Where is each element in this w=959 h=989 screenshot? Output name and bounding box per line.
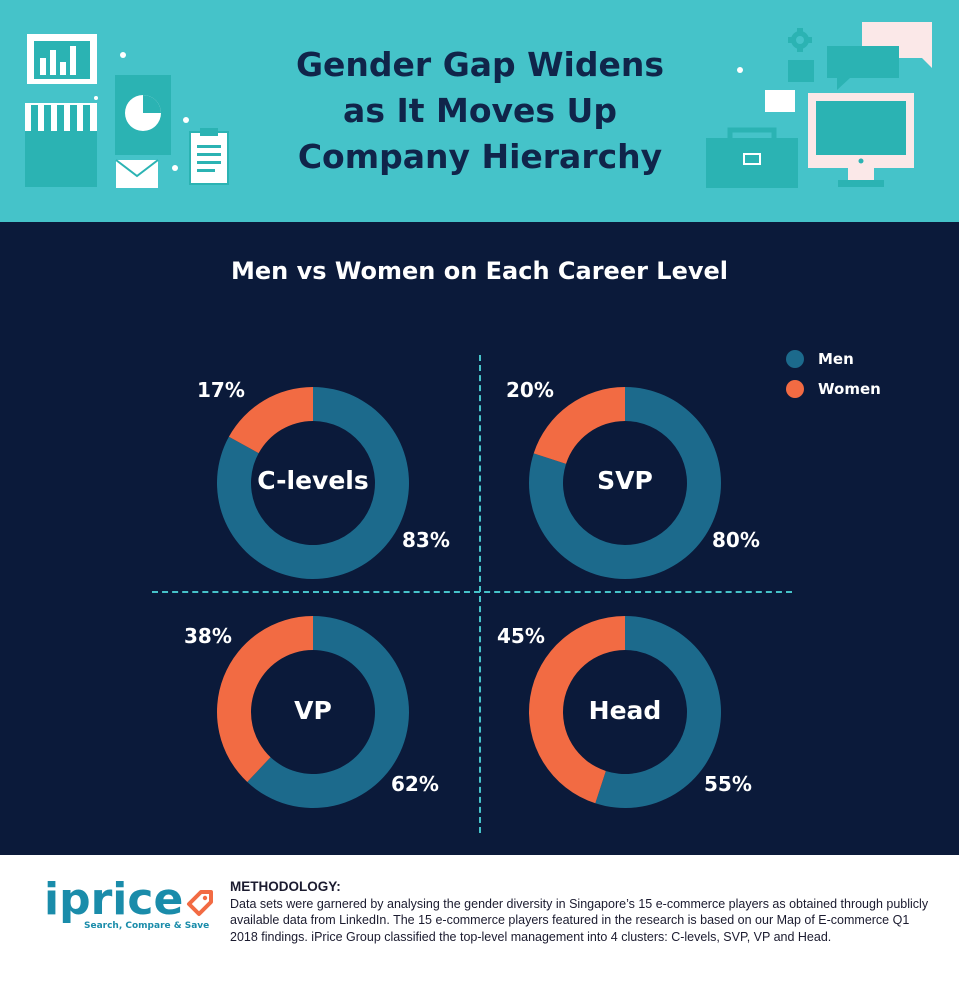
legend-swatch-men xyxy=(786,350,804,368)
men-pct-label: 83% xyxy=(402,528,450,552)
men-pct-label: 55% xyxy=(704,772,752,796)
donut-center-label: C-levels xyxy=(257,466,369,495)
header-decor xyxy=(25,22,932,188)
methodology: METHODOLOGY: Data sets were garnered by … xyxy=(230,879,935,945)
donut-center-label: Head xyxy=(588,696,662,725)
envelope-icon xyxy=(115,159,159,188)
logo-tagline: Search, Compare & Save xyxy=(84,921,210,931)
men-slice xyxy=(595,616,721,808)
women-slice xyxy=(228,387,313,454)
vertical-divider xyxy=(479,355,481,833)
legend-swatch-women xyxy=(786,380,804,398)
donut-center-label: VP xyxy=(294,696,332,725)
men-slice xyxy=(247,616,409,808)
footer: iprice Search, Compare & Save METHODOLOG… xyxy=(0,855,959,989)
donut-center-label: SVP xyxy=(597,466,653,495)
legend-label-women: Women xyxy=(818,380,881,398)
legend-item-women: Women xyxy=(786,374,881,404)
bar-chart-icon xyxy=(27,34,97,84)
donut-chart xyxy=(529,616,721,808)
chart-panel: Men vs Women on Each Career Level Men Wo… xyxy=(0,222,959,855)
women-pct-label: 45% xyxy=(497,624,545,648)
clipboard-icon xyxy=(189,128,229,185)
chart-title: Men vs Women on Each Career Level xyxy=(230,257,728,285)
women-pct-label: 20% xyxy=(506,378,554,402)
legend-item-men: Men xyxy=(786,344,881,374)
donut-chart xyxy=(216,616,409,808)
iprice-logo: iprice Search, Compare & Save xyxy=(44,877,215,931)
page-title: Gender Gap Widens as It Moves Up Company… xyxy=(230,42,730,180)
donut-chart xyxy=(529,387,721,579)
price-tag-icon xyxy=(187,890,214,916)
briefcase-icon xyxy=(706,127,798,188)
title-line-2: as It Moves Up xyxy=(343,91,617,130)
title-line-3: Company Hierarchy xyxy=(297,137,663,176)
methodology-title: METHODOLOGY: xyxy=(230,879,341,894)
pie-chart-icon xyxy=(115,75,171,155)
methodology-text: Data sets were garnered by analysing the… xyxy=(230,896,929,944)
women-slice xyxy=(216,616,313,782)
men-pct-label: 62% xyxy=(391,772,439,796)
logo-wordmark: iprice xyxy=(44,874,184,925)
horizontal-divider xyxy=(152,591,792,593)
monitor-icon xyxy=(808,93,914,187)
men-slice xyxy=(217,387,409,579)
legend: Men Women xyxy=(786,344,881,404)
men-slice xyxy=(529,387,721,579)
women-slice xyxy=(529,616,625,804)
header-banner: Gender Gap Widens as It Moves Up Company… xyxy=(0,0,959,222)
legend-label-men: Men xyxy=(818,350,854,368)
chat-bubble-icon xyxy=(765,22,932,112)
women-pct-label: 17% xyxy=(197,378,245,402)
men-pct-label: 80% xyxy=(712,528,760,552)
donut-chart xyxy=(217,387,409,579)
gear-icon xyxy=(788,28,812,52)
women-slice xyxy=(533,387,625,464)
women-pct-label: 38% xyxy=(184,624,232,648)
title-line-1: Gender Gap Widens xyxy=(295,45,665,84)
storefront-icon xyxy=(25,103,97,187)
